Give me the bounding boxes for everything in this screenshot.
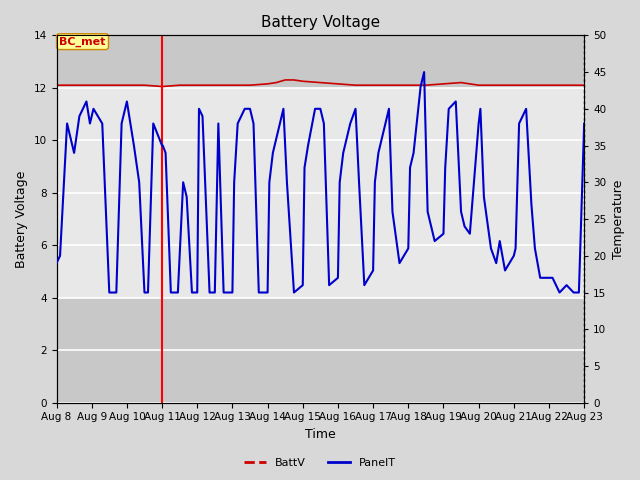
Y-axis label: Temperature: Temperature bbox=[612, 180, 625, 259]
Legend: BattV, PanelT: BattV, PanelT bbox=[239, 453, 401, 472]
Bar bbox=[56, 298, 584, 403]
Bar bbox=[56, 36, 584, 88]
X-axis label: Time: Time bbox=[305, 428, 336, 441]
Text: BC_met: BC_met bbox=[60, 36, 106, 47]
Y-axis label: Battery Voltage: Battery Voltage bbox=[15, 170, 28, 268]
Title: Battery Voltage: Battery Voltage bbox=[260, 15, 380, 30]
